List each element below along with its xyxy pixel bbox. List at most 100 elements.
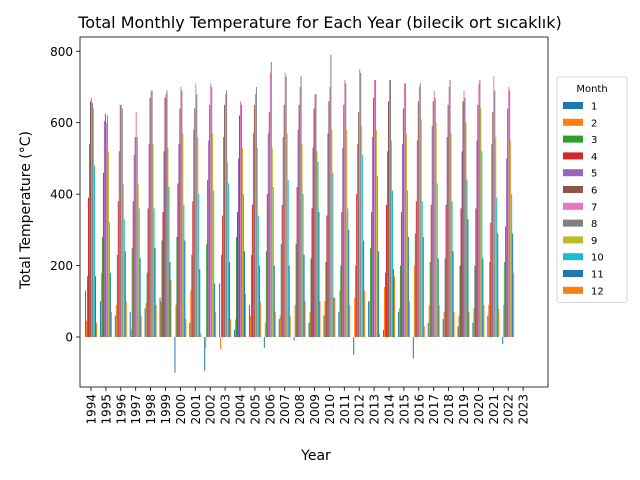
legend-swatch bbox=[563, 270, 583, 277]
bar bbox=[438, 304, 440, 337]
bar bbox=[160, 301, 162, 337]
bar bbox=[90, 101, 91, 337]
bar bbox=[99, 301, 101, 337]
bar bbox=[283, 104, 285, 337]
bar bbox=[169, 262, 171, 337]
bar bbox=[101, 237, 103, 337]
bar bbox=[214, 283, 216, 337]
bar bbox=[86, 320, 88, 337]
bar bbox=[392, 269, 394, 337]
legend-label: 7 bbox=[591, 202, 597, 213]
bar bbox=[239, 115, 240, 337]
bar bbox=[442, 319, 444, 337]
bar bbox=[475, 208, 477, 337]
bar bbox=[240, 104, 242, 337]
bar bbox=[342, 147, 344, 337]
bar bbox=[378, 251, 380, 337]
bar bbox=[445, 204, 447, 337]
bar bbox=[212, 133, 214, 337]
bar bbox=[450, 133, 452, 337]
legend-label: 8 bbox=[591, 219, 597, 230]
bar bbox=[209, 104, 211, 337]
bar bbox=[210, 83, 212, 338]
bar bbox=[189, 322, 191, 337]
bar bbox=[222, 215, 224, 337]
y-tick-label: 600 bbox=[50, 116, 73, 130]
bar bbox=[347, 208, 349, 337]
bar bbox=[125, 301, 127, 337]
legend-swatch bbox=[563, 202, 583, 210]
bar bbox=[460, 208, 462, 337]
bar bbox=[197, 137, 199, 337]
bar bbox=[448, 87, 450, 337]
bar bbox=[235, 319, 237, 337]
bar bbox=[182, 133, 184, 337]
bar bbox=[248, 304, 250, 337]
bar bbox=[349, 304, 351, 337]
bar bbox=[464, 97, 466, 338]
bar bbox=[508, 87, 510, 337]
bar bbox=[419, 83, 421, 338]
bar bbox=[154, 247, 156, 337]
bar bbox=[390, 140, 392, 337]
bar bbox=[379, 333, 381, 337]
bar bbox=[401, 144, 403, 337]
bar bbox=[317, 162, 319, 337]
bar bbox=[249, 315, 251, 337]
bar bbox=[437, 258, 439, 337]
bar bbox=[505, 226, 507, 337]
bar bbox=[159, 297, 161, 337]
bar bbox=[204, 337, 206, 371]
legend-swatch bbox=[563, 219, 583, 227]
bar bbox=[271, 147, 273, 337]
bar bbox=[415, 201, 417, 337]
bar bbox=[446, 137, 448, 337]
bar bbox=[376, 129, 378, 337]
bar bbox=[492, 112, 494, 337]
bar bbox=[181, 90, 183, 337]
bar bbox=[512, 233, 514, 337]
x-tick-label: 2011 bbox=[338, 394, 352, 425]
y-tick-label: 400 bbox=[50, 188, 73, 202]
bar bbox=[389, 79, 390, 338]
bar bbox=[183, 204, 185, 337]
legend-swatch bbox=[563, 152, 583, 160]
bar bbox=[226, 90, 228, 337]
bar bbox=[416, 140, 418, 337]
bar bbox=[493, 76, 495, 337]
bar bbox=[161, 240, 163, 337]
bar bbox=[168, 187, 170, 337]
legend-label: 4 bbox=[591, 152, 597, 163]
bar bbox=[137, 183, 139, 337]
bar bbox=[221, 254, 223, 337]
bar bbox=[434, 97, 436, 338]
bar bbox=[358, 112, 360, 337]
bar bbox=[138, 208, 140, 337]
bar bbox=[191, 254, 193, 337]
bar bbox=[404, 83, 406, 338]
bar bbox=[326, 215, 328, 337]
bar bbox=[107, 151, 109, 337]
x-tick-label: 2004 bbox=[234, 394, 248, 425]
bar bbox=[100, 272, 102, 337]
bar bbox=[256, 147, 258, 337]
bar bbox=[102, 172, 104, 337]
bar bbox=[170, 279, 172, 337]
bar bbox=[289, 315, 291, 337]
bar bbox=[280, 244, 282, 337]
bar bbox=[167, 147, 169, 337]
bar bbox=[363, 240, 365, 337]
bar bbox=[313, 108, 315, 338]
x-tick-label: 2003 bbox=[219, 394, 233, 425]
bar bbox=[278, 319, 280, 337]
bar bbox=[165, 94, 167, 337]
bar bbox=[361, 126, 363, 337]
bar bbox=[255, 87, 257, 337]
bar bbox=[146, 272, 148, 337]
bar bbox=[481, 151, 483, 337]
bar bbox=[220, 337, 222, 350]
bar bbox=[431, 126, 433, 337]
bar bbox=[327, 133, 329, 337]
bar bbox=[430, 204, 432, 337]
bar bbox=[269, 72, 271, 338]
